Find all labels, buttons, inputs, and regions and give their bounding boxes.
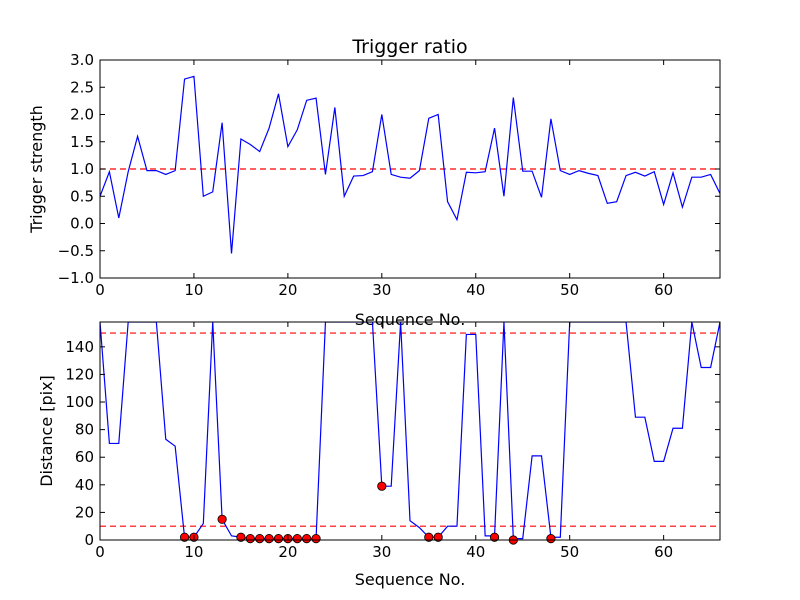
- bottom-y-tick-label: 120: [65, 365, 94, 383]
- top-y-tick-label: 3.0: [70, 51, 94, 69]
- bottom-marker-point: [377, 481, 387, 491]
- bottom-series-line: [100, 322, 720, 540]
- bottom-marker-point: [236, 532, 246, 542]
- bottom-x-tick-label: 60: [654, 543, 673, 561]
- bottom-y-tick-label: 100: [65, 393, 94, 411]
- bottom-marker-point: [273, 534, 284, 544]
- top-x-tick-label: 40: [466, 281, 485, 299]
- bottom-marker-point: [264, 534, 274, 544]
- top-series-line: [100, 75, 720, 254]
- bottom-marker-point: [292, 534, 302, 544]
- bottom-marker-point: [255, 534, 265, 544]
- bottom-plot-frame: [99, 321, 721, 541]
- bottom-marker-point: [302, 534, 312, 544]
- bottom-y-tick-label: 40: [75, 476, 94, 494]
- top-x-tick-label: 50: [560, 281, 579, 299]
- bottom-x-axis-label: Sequence No.: [355, 570, 466, 589]
- bottom-y-tick-label: 140: [65, 338, 94, 356]
- top-y-tick-label: 0.5: [70, 187, 94, 205]
- top-x-tick-label: 60: [654, 281, 673, 299]
- bottom-marker-point: [424, 532, 434, 542]
- bottom-x-tick-label: 40: [466, 543, 485, 561]
- bottom-x-tick-label: 50: [560, 543, 579, 561]
- bottom-plot-area: [100, 322, 720, 540]
- bottom-x-tick-label: 20: [278, 543, 297, 561]
- top-y-tick-label: 1.5: [70, 133, 94, 151]
- bottom-marker-point: [179, 532, 190, 542]
- chart-title: Trigger ratio: [351, 36, 467, 58]
- top-x-tick-label: 20: [278, 281, 297, 299]
- top-plot-area: [100, 75, 720, 254]
- top-y-tick-label: 0.0: [70, 215, 94, 233]
- bottom-x-tick-label: 30: [372, 543, 391, 561]
- bottom-y-tick-label: 80: [75, 421, 94, 439]
- top-x-axis-label: Sequence No.: [355, 310, 466, 329]
- bottom-marker-point: [311, 534, 321, 544]
- top-x-tick-label: 10: [184, 281, 203, 299]
- top-y-tick-label: 2.0: [70, 106, 94, 124]
- top-y-tick-label: −0.5: [58, 242, 94, 260]
- bottom-x-tick-label: 10: [184, 543, 203, 561]
- bottom-y-tick-label: 60: [75, 448, 94, 466]
- top-y-tick-label: −1.0: [58, 269, 94, 287]
- top-x-tick-label: 0: [95, 281, 105, 299]
- top-x-tick-label: 30: [372, 281, 391, 299]
- bottom-y-tick-label: 0: [84, 531, 94, 549]
- bottom-marker-point: [546, 534, 556, 544]
- bottom-x-tick-label: 0: [95, 543, 105, 561]
- bottom-marker-point: [433, 532, 443, 542]
- top-y-tick-label: 1.0: [70, 160, 94, 178]
- top-y-axis-label: Trigger strength: [27, 105, 46, 234]
- bottom-marker-point: [245, 534, 255, 544]
- bottom-marker-point: [217, 514, 227, 524]
- top-y-tick-label: 2.5: [70, 78, 94, 96]
- bottom-y-axis-label: Distance [pix]: [37, 375, 56, 487]
- bottom-marker-point: [489, 532, 500, 542]
- bottom-y-tick-label: 20: [75, 503, 94, 521]
